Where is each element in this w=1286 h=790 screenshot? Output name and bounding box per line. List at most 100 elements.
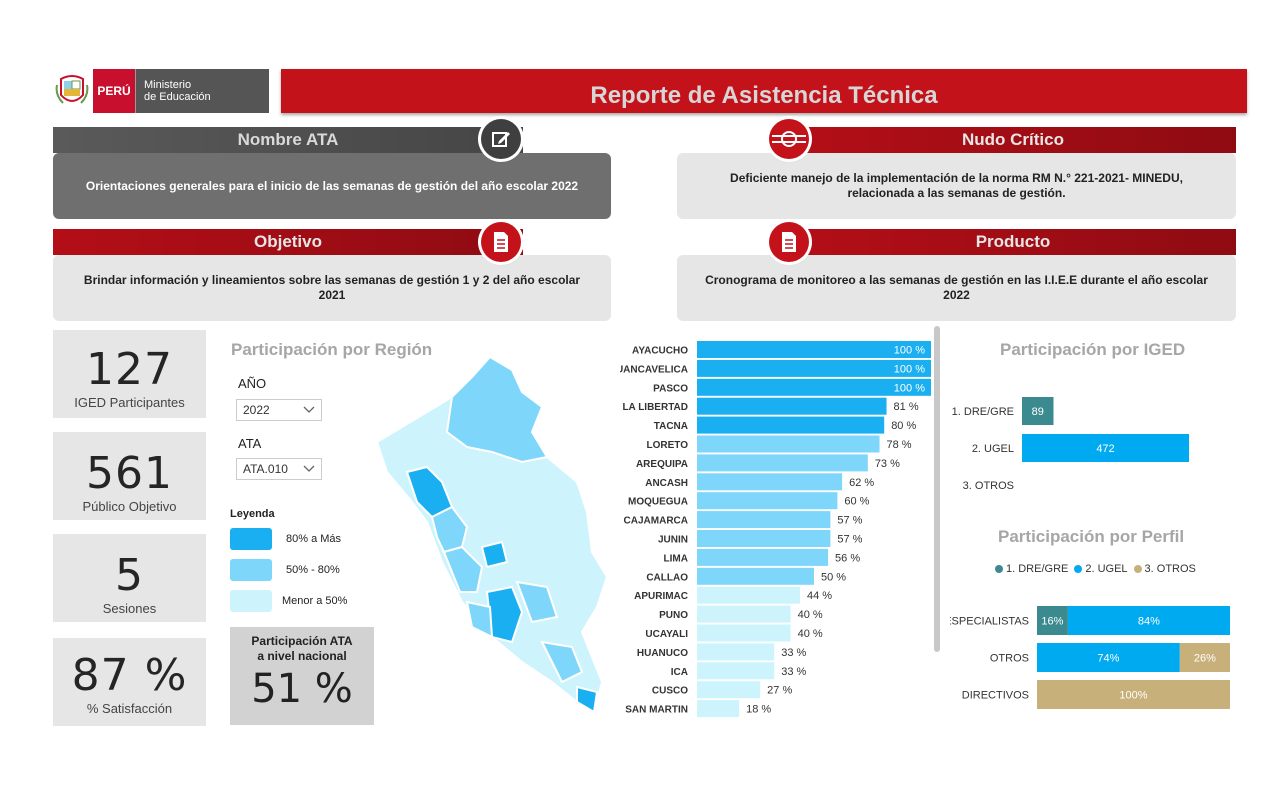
region-tick-label: TACNA (654, 421, 688, 432)
ministry-line-2: de Educación (144, 91, 211, 103)
legend-item: Menor a 50% (230, 590, 370, 612)
region-bar (697, 548, 829, 566)
region-bar (697, 643, 775, 661)
region-tick-label: CALLAO (646, 572, 688, 583)
region-data-label: 27 % (767, 685, 792, 697)
iged-bars: 1. DRE/GRE 89 2. UGEL 472 3. OTROS (952, 397, 1189, 492)
region-bar (697, 473, 843, 491)
region-tick-label: AYACUCHO (632, 346, 688, 357)
region-tick-label: ANCASH (645, 478, 688, 489)
producto-title: Producto (975, 232, 1051, 251)
region-bar (697, 435, 880, 453)
legend-dot (1133, 565, 1142, 573)
legend-dot (1074, 565, 1083, 573)
region-bar (697, 341, 931, 358)
region-data-label: 56 % (835, 552, 860, 564)
ata-slicer-value: ATA.010 (243, 462, 288, 476)
national-label-line-2: a nivel nacional (257, 649, 347, 663)
kpi-publico-objetivo: 561 Público Objetivo (53, 432, 206, 520)
region-tick-label: APURIMAC (634, 591, 688, 602)
region-data-label: 33 % (781, 666, 806, 678)
iged-data-label: 89 (1032, 406, 1044, 418)
kpi-label: Público Objetivo (82, 499, 177, 514)
region-data-label: 100 % (894, 363, 925, 375)
document-icon (769, 222, 809, 262)
year-slicer[interactable]: 2022 (236, 399, 322, 421)
perfil-tick-label: DIRECTIVOS (962, 690, 1029, 702)
iged-data-label: 472 (1096, 443, 1114, 455)
iged-tick-label: 3. OTROS (963, 480, 1014, 492)
legend-dot (995, 565, 1003, 573)
kpi-label: % Satisfacción (86, 701, 173, 716)
region-tick-label: ICA (671, 667, 688, 678)
page-title: Reporte de Asistencia Técnica (590, 82, 938, 109)
perfil-bar-segment (1067, 606, 1230, 635)
region-bar-chart: AYACUCHO 100 % HUANCAVELICA 100 % PASCO 100 %… (620, 341, 931, 718)
nudo-critico-title: Nudo Crítico (962, 130, 1064, 149)
year-slicer-label: AÑO (238, 376, 267, 391)
region-data-label: 57 % (837, 534, 862, 546)
region-data-label: 40 % (798, 609, 823, 621)
national-participation-card: Participación ATA a nivel nacional 51 % (230, 627, 374, 725)
ministry-name: Ministerio de Educación (135, 69, 269, 113)
chart-scrollbar[interactable] (934, 326, 940, 652)
producto-body: Cronograma de monitoreo a las semanas de… (677, 255, 1236, 321)
region-tick-label: LA LIBERTAD (622, 402, 688, 413)
legend-swatch (230, 528, 272, 550)
map-legend: 80% a Más 50% - 80% Menor a 50% (230, 528, 370, 612)
region-bar (697, 700, 740, 718)
region-tick-label: SAN MARTIN (625, 705, 688, 716)
legend-item: 50% - 80% (230, 559, 370, 581)
nudo-critico-header: Nudo Crítico (790, 127, 1236, 153)
legend-label: 80% a Más (286, 533, 342, 545)
iged-tick-label: 2. UGEL (972, 443, 1014, 455)
region-tick-label: LORETO (647, 440, 689, 451)
region-bar (697, 681, 761, 699)
region-section-title: Participación por Región (231, 340, 433, 359)
region-tick-label: HUANUCO (637, 648, 688, 659)
region-tick-label: MOQUEGUA (628, 497, 688, 508)
perfil-data-label: 84% (1138, 616, 1160, 628)
kpi-iged-participantes: 127 IGED Participantes (53, 330, 206, 418)
iged-bar-chart: 1. DRE/GRE 89 2. UGEL 472 3. OTROS (952, 397, 1189, 492)
region-bar (697, 511, 831, 529)
perfil-data-label: 26% (1194, 653, 1216, 665)
perfil-bar-chart: ESPECIALISTAS 16% 84% OTROS 74% 26% DIRECTIVOS… (950, 606, 1230, 709)
region-data-label: 81 % (894, 401, 919, 413)
ata-slicer[interactable]: ATA.010 (236, 458, 322, 480)
region-data-label: 33 % (781, 647, 806, 659)
region-bar (697, 397, 887, 415)
kpi-sesiones: 5 Sesiones (53, 534, 206, 622)
region-bar (697, 359, 931, 377)
coat-of-arms-icon (55, 75, 89, 104)
peru-label: PERÚ (93, 69, 135, 113)
region-tick-label: PASCO (653, 383, 688, 394)
legend-label: 1. DRE/GRE (1006, 563, 1069, 575)
perfil-legend: 1. DRE/GRE 2. UGEL 3. OTROS (995, 563, 1196, 575)
objetivo-title: Objetivo (253, 232, 322, 251)
region-bar (697, 605, 791, 623)
region-data-label: 57 % (837, 515, 862, 527)
kpi-label: IGED Participantes (74, 395, 185, 410)
legend-title: Leyenda (230, 508, 275, 520)
ministry-line-1: Ministerio (144, 79, 192, 91)
nudo-critico-body: Deficiente manejo de la implementación d… (677, 153, 1236, 219)
perfil-section-title: Participación por Perfil (998, 527, 1185, 546)
region-tick-label: CUSCO (652, 686, 688, 697)
iged-bar (1022, 397, 1054, 425)
perfil-tick-label: OTROS (990, 653, 1029, 665)
region-data-label: 100 % (894, 382, 925, 394)
region-data-label: 62 % (849, 477, 874, 489)
iged-tick-label: 1. DRE/GRE (952, 406, 1014, 418)
national-label: Participación ATA a nivel nacional (230, 627, 374, 664)
region-data-label: 50 % (821, 571, 846, 583)
national-label-line-1: Participación ATA (251, 634, 353, 648)
nombre-ata-title: Nombre ATA (237, 130, 339, 149)
document-icon (481, 222, 521, 262)
region-bars: AYACUCHO 100 % HUANCAVELICA 100 % PASCO 100 %… (620, 341, 931, 718)
year-slicer-value: 2022 (243, 403, 270, 417)
producto-header: Producto (790, 229, 1236, 255)
edit-icon (481, 119, 521, 159)
nombre-ata-text: Orientaciones generales para el inicio d… (85, 178, 579, 193)
region-data-label: 78 % (887, 439, 912, 451)
